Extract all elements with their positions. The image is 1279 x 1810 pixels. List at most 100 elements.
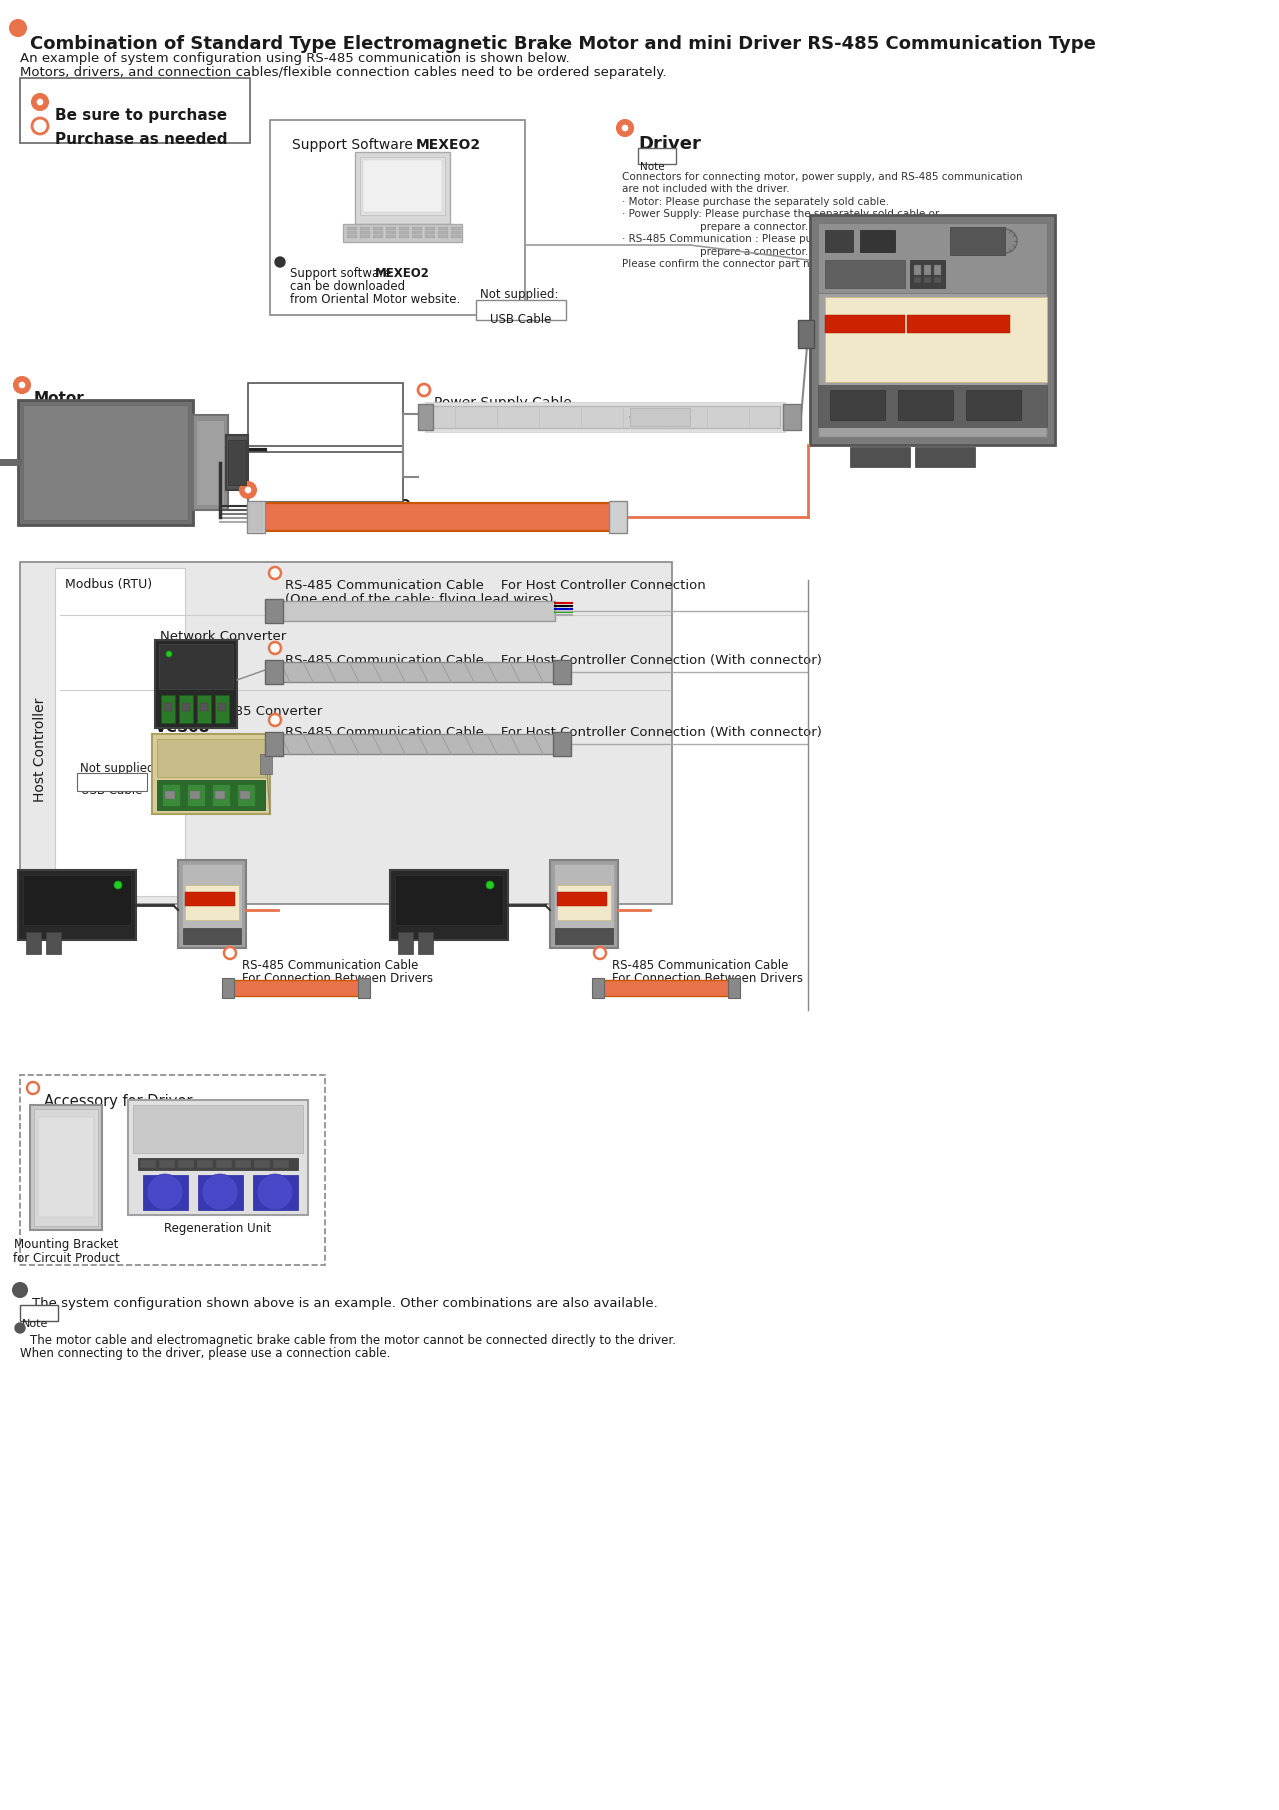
Text: prepare a connector.: prepare a connector. [622, 246, 808, 257]
Text: CA: CA [828, 357, 851, 367]
Text: CN2: CN2 [900, 395, 916, 404]
Text: (One end of the cable: flying lead wires): (One end of the cable: flying lead wires… [285, 594, 554, 606]
Text: DC Power Supply: DC Power Supply [278, 465, 391, 480]
Circle shape [15, 1323, 26, 1332]
Bar [133, 1104, 303, 1153]
Bar [343, 224, 462, 243]
Bar [191, 791, 200, 798]
Text: Motor: Motor [35, 391, 84, 405]
Bar [554, 863, 614, 945]
Bar [347, 226, 357, 230]
Text: The motor cable and electromagnetic brake cable from the motor cannot be connect: The motor cable and electromagnetic brak… [29, 1334, 677, 1347]
Circle shape [246, 487, 251, 492]
Bar [226, 434, 248, 491]
Bar [26, 932, 41, 954]
Text: Host Controller: Host Controller [33, 699, 47, 802]
Text: prepare a connector.: prepare a connector. [622, 223, 808, 232]
Text: · Power Supply: Please purchase the separately sold cable or: · Power Supply: Please purchase the sepa… [622, 210, 939, 219]
Bar [247, 501, 265, 532]
Bar [55, 568, 185, 896]
Text: Please confirm the connector part number in the dimensions or operating manual.: Please confirm the connector part number… [622, 259, 1054, 270]
Bar [555, 929, 613, 945]
Circle shape [147, 1175, 183, 1211]
Text: CN3: CN3 [968, 395, 984, 404]
Bar [425, 235, 435, 237]
Bar [425, 232, 435, 233]
Bar [363, 159, 443, 212]
Bar [275, 662, 555, 682]
Bar [193, 414, 228, 510]
Bar [18, 871, 136, 939]
Circle shape [19, 382, 26, 387]
Bar [198, 1175, 243, 1211]
Bar [356, 152, 450, 224]
Bar [240, 791, 249, 798]
Bar [179, 695, 193, 722]
Circle shape [257, 1175, 293, 1211]
Circle shape [61, 1126, 72, 1135]
Bar [798, 320, 813, 348]
Circle shape [622, 125, 628, 130]
Bar [212, 784, 230, 805]
Bar [437, 235, 448, 237]
Text: Connection Cable: Connection Cable [261, 496, 411, 510]
Bar [819, 386, 1048, 427]
Bar [197, 695, 211, 722]
Bar [851, 447, 909, 467]
Text: MEXEO2: MEXEO2 [416, 138, 481, 152]
Bar [395, 874, 503, 925]
Bar [157, 738, 265, 776]
Bar [139, 1160, 156, 1167]
Bar [196, 420, 224, 505]
Bar [399, 232, 409, 233]
Text: Support software: Support software [290, 268, 395, 281]
Bar [77, 773, 147, 791]
Text: A.IN   A.ALARM: A.IN A.ALARM [828, 286, 885, 295]
Text: RS-485 Communication Cable    For Host Controller Connection: RS-485 Communication Cable For Host Cont… [285, 579, 706, 592]
Text: MOTOR DRIVER: MOTOR DRIVER [909, 329, 987, 338]
Bar [359, 157, 445, 215]
Bar [950, 226, 1005, 255]
Bar [359, 235, 370, 237]
Bar [185, 892, 235, 907]
Bar [825, 315, 906, 333]
Text: Purchase as needed: Purchase as needed [55, 132, 228, 147]
Bar [183, 929, 240, 945]
Circle shape [61, 1160, 72, 1169]
Bar [265, 599, 283, 623]
Bar [215, 791, 225, 798]
Text: Accessory for Driver: Accessory for Driver [43, 1093, 193, 1110]
Circle shape [275, 257, 285, 268]
Circle shape [10, 20, 26, 36]
Text: The system configuration shown above is an example. Other combinations are also : The system configuration shown above is … [32, 1298, 657, 1310]
Text: Not supplied:: Not supplied: [480, 288, 559, 300]
Text: For Connection Between Drivers: For Connection Between Drivers [242, 972, 434, 985]
Circle shape [269, 567, 281, 579]
Text: +: + [263, 1187, 272, 1198]
Text: RS-485 Communication Cable    For Host Controller Connection (With connector): RS-485 Communication Cable For Host Cont… [285, 726, 822, 738]
Circle shape [32, 118, 49, 134]
Bar [451, 235, 460, 237]
Bar [38, 1117, 93, 1216]
Bar [923, 264, 931, 275]
Bar [347, 232, 357, 233]
Text: Mounting Bracket: Mounting Bracket [14, 1238, 118, 1251]
Bar [430, 405, 780, 427]
Text: Be sure to purchase: Be sure to purchase [55, 109, 228, 123]
Bar [162, 784, 180, 805]
Text: +: + [153, 1187, 162, 1198]
Bar [638, 148, 677, 165]
Bar [412, 232, 422, 233]
Text: USB to RS-485 Converter: USB to RS-485 Converter [155, 706, 322, 719]
Text: Input: 24VDC  2023/03: Input: 24VDC 2023/03 [828, 369, 908, 376]
Bar [418, 404, 434, 431]
Text: Connectors for connecting motor, power supply, and RS-485 communication: Connectors for connecting motor, power s… [622, 172, 1023, 183]
Circle shape [486, 881, 494, 889]
Text: are not included with the driver.: are not included with the driver. [622, 185, 789, 194]
Text: MEXEO2: MEXEO2 [375, 268, 430, 281]
Text: can be downloaded: can be downloaded [290, 281, 405, 293]
Bar [386, 226, 396, 230]
Text: Power Supply Cable: Power Supply Cable [434, 396, 572, 411]
Bar [728, 977, 741, 997]
Bar [609, 501, 627, 532]
